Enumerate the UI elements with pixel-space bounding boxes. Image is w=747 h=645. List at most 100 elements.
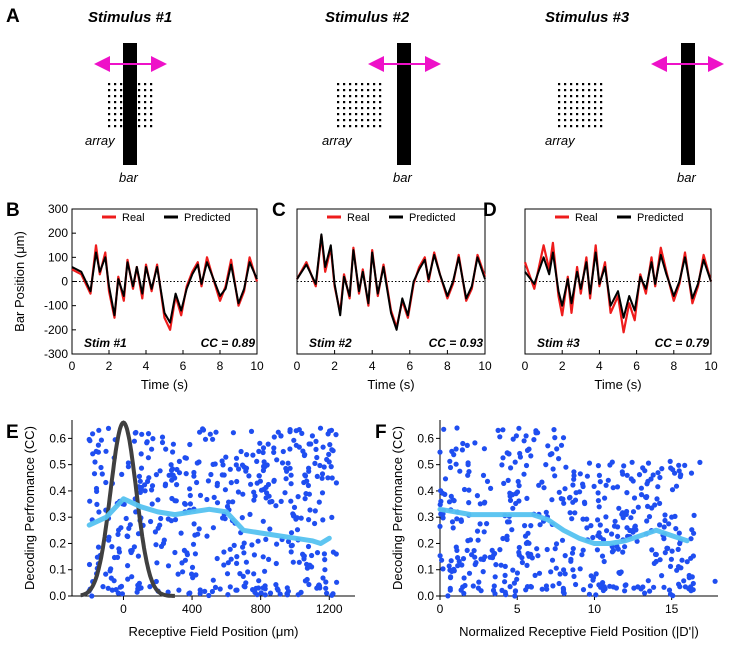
data-point [510, 436, 516, 442]
data-point [329, 592, 335, 598]
data-point [165, 563, 172, 569]
legend-predicted-label: Predicted [637, 212, 683, 224]
data-point [453, 446, 459, 452]
panel-f-chart: 0.0 0.1 0.2 0.3 0.4 0.5 0.6 0 5 10 15 Normalized Re… [390, 420, 718, 639]
electrode-dot [564, 101, 567, 104]
data-point [440, 515, 446, 521]
data-point [287, 446, 293, 452]
data-point [454, 425, 460, 431]
data-point [145, 431, 152, 437]
data-point [314, 454, 320, 461]
data-point [676, 530, 682, 536]
data-point [712, 578, 718, 584]
data-point [251, 552, 257, 558]
panel-f-x-axis-label: Normalized Receptive Field Position (|D'… [459, 624, 699, 639]
data-point [191, 521, 197, 527]
data-point [466, 570, 473, 576]
electrode-dot [126, 125, 129, 128]
data-point [260, 445, 267, 451]
data-point [493, 562, 499, 568]
data-point [588, 573, 594, 579]
data-point [204, 533, 210, 539]
data-point [274, 457, 280, 463]
data-point [528, 584, 535, 590]
data-point [118, 525, 124, 531]
data-point [278, 498, 284, 504]
data-point [95, 449, 101, 455]
data-point [191, 469, 197, 476]
data-point [441, 426, 447, 432]
data-point [258, 590, 264, 596]
data-point [95, 442, 101, 448]
electrode-dot [337, 113, 340, 116]
data-point [239, 515, 245, 521]
data-point [302, 496, 308, 502]
data-point [454, 516, 460, 522]
data-point [152, 529, 158, 535]
data-point [306, 465, 312, 471]
data-point [484, 478, 491, 484]
data-point [624, 472, 630, 478]
electrode-dot [570, 101, 573, 104]
data-point [125, 460, 131, 466]
electrode-dot [600, 101, 603, 104]
electrode-dot [120, 113, 123, 116]
data-point [265, 441, 271, 447]
data-point [609, 531, 615, 537]
electrode-dot [373, 95, 376, 98]
data-point [262, 592, 268, 598]
stimulus-1-electrode-array [108, 83, 153, 128]
data-point [302, 472, 308, 478]
data-point [115, 590, 121, 596]
electrode-dot [138, 113, 141, 116]
data-point [474, 493, 480, 499]
data-point [657, 557, 663, 563]
y-tick-label: 0.3 [49, 510, 66, 524]
data-point [595, 463, 602, 469]
electrode-dot [582, 101, 585, 104]
electrode-dot [588, 119, 591, 122]
data-point [516, 425, 522, 431]
panel-d-stim-annotation: Stim #3 [537, 336, 580, 350]
data-point [533, 430, 539, 436]
data-point [584, 525, 590, 531]
electrode-dot [349, 101, 352, 104]
data-point [230, 499, 236, 505]
data-point [194, 479, 200, 486]
data-point [586, 460, 593, 466]
data-point [605, 477, 611, 483]
data-point [597, 479, 603, 485]
data-point [125, 576, 131, 582]
data-point [588, 523, 594, 529]
data-point [570, 567, 576, 573]
data-point [288, 543, 294, 549]
data-point [531, 437, 537, 443]
data-point [472, 440, 478, 446]
data-point [333, 551, 339, 557]
data-point [667, 563, 674, 570]
data-point [172, 498, 178, 504]
data-point [187, 492, 193, 499]
data-point [541, 485, 547, 491]
data-point [560, 585, 566, 591]
data-point [192, 551, 198, 557]
data-point [162, 481, 169, 487]
panel-b-chart: 0 2 4 6 8 10 Time (s) 300 200 100 0 -100 -200 -300 Bar… [12, 202, 264, 392]
electrode-dot [373, 89, 376, 92]
data-point [329, 514, 335, 521]
data-point [149, 483, 156, 489]
electrode-dot [337, 95, 340, 98]
series-real-line [71, 244, 259, 331]
data-point [210, 461, 216, 467]
data-point [219, 458, 225, 464]
data-point [139, 431, 145, 437]
electrode-dot [379, 107, 382, 110]
data-point [523, 462, 530, 469]
data-point [512, 593, 518, 599]
data-point [136, 580, 142, 586]
data-point [615, 524, 621, 530]
data-point [197, 590, 203, 597]
data-point [319, 490, 326, 496]
electrode-dot [132, 83, 135, 86]
electrode-dot [588, 125, 591, 128]
